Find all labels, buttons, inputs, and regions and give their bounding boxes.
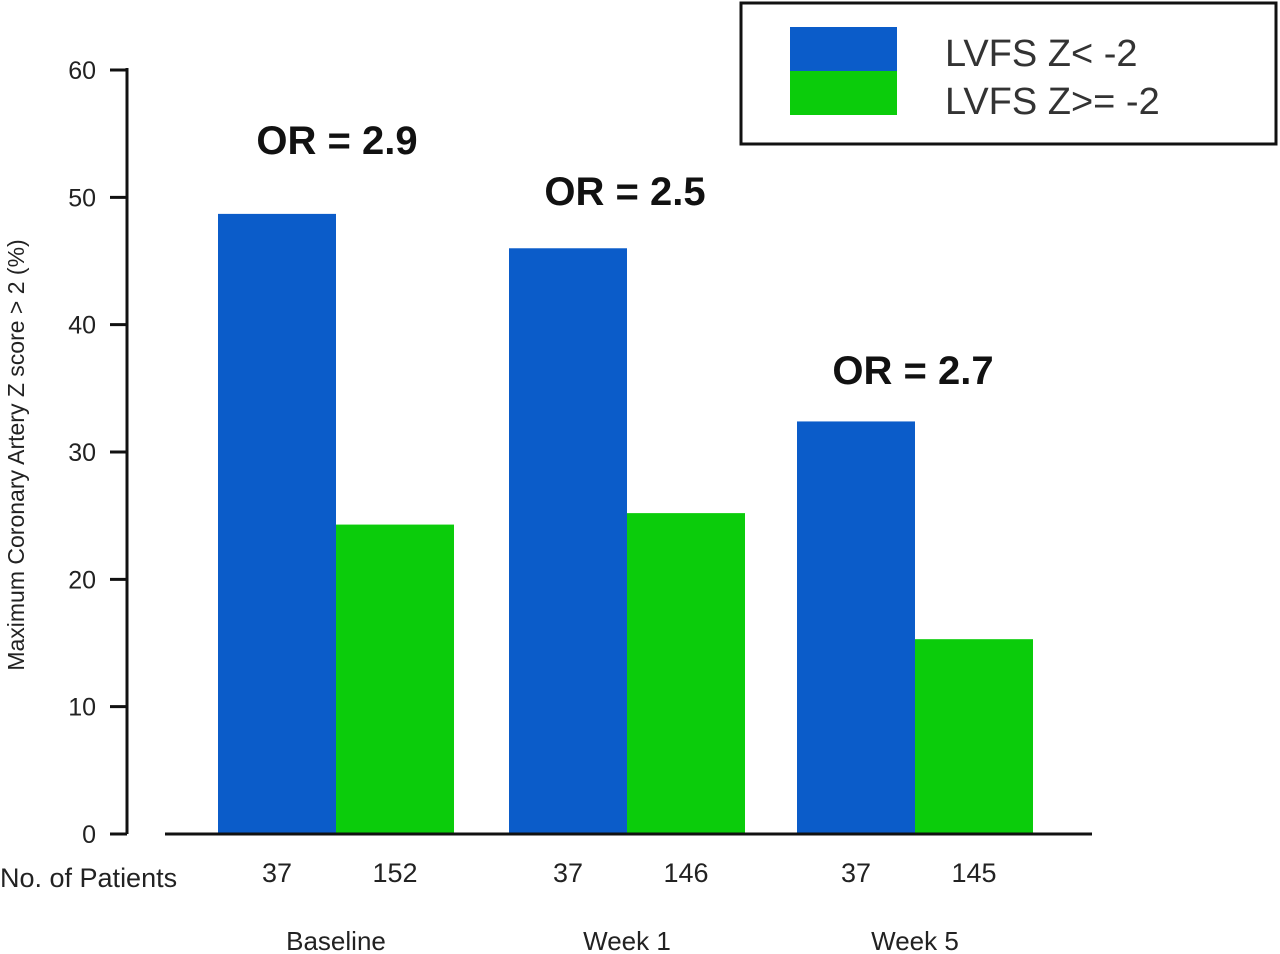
bar-week-1-series-0	[509, 248, 627, 834]
y-tick-label-50: 50	[68, 184, 96, 212]
patient-count-0-1: 152	[372, 858, 417, 888]
y-tick-label-20: 20	[68, 566, 96, 594]
legend-label-lvfs-low: LVFS Z< -2	[945, 33, 1138, 75]
bar-baseline-series-0	[218, 213, 336, 835]
patient-counts: 37 152 37 146 37 145	[262, 858, 997, 888]
bar-week-1-series-1	[627, 513, 745, 834]
or-annotation-1: OR = 2.5	[544, 170, 705, 214]
legend-swatch-lvfs-low	[790, 27, 897, 71]
legend-label-lvfs-normal: LVFS Z>= -2	[945, 81, 1160, 123]
x-category-label-1: Week 1	[583, 926, 671, 954]
y-axis-title: Maximum Coronary Artery Z score > 2 (%)	[3, 239, 29, 670]
patient-count-1-0: 37	[553, 858, 583, 888]
odds-ratio-annotations: OR = 2.9 OR = 2.5 OR = 2.7	[256, 119, 993, 393]
bar-week-5-series-0	[797, 421, 915, 834]
bar-baseline-series-1	[336, 524, 454, 834]
legend-swatch-lvfs-normal	[790, 71, 897, 115]
patient-count-2-1: 145	[951, 858, 996, 888]
legend: LVFS Z< -2 LVFS Z>= -2	[739, 1, 1278, 146]
or-annotation-2: OR = 2.7	[832, 349, 993, 393]
y-axis: 0 10 20 30 40 50 60	[68, 57, 127, 849]
y-tick-label-40: 40	[68, 312, 96, 340]
y-tick-label-60: 60	[68, 57, 96, 85]
x-category-label-2: Week 5	[871, 926, 959, 954]
patients-row-label: No. of Patients	[0, 863, 177, 893]
patient-count-0-0: 37	[262, 858, 292, 888]
patient-count-1-1: 146	[663, 858, 708, 888]
patient-count-2-0: 37	[841, 858, 871, 888]
y-tick-label-30: 30	[68, 439, 96, 467]
bars	[218, 213, 1033, 835]
x-category-label-0: Baseline	[286, 926, 386, 954]
bar-week-5-series-1	[915, 639, 1033, 834]
or-annotation-0: OR = 2.9	[256, 119, 417, 163]
y-tick-label-10: 10	[68, 694, 96, 722]
x-category-labels: Baseline Week 1 Week 5	[286, 926, 959, 954]
y-tick-label-0: 0	[82, 821, 96, 849]
